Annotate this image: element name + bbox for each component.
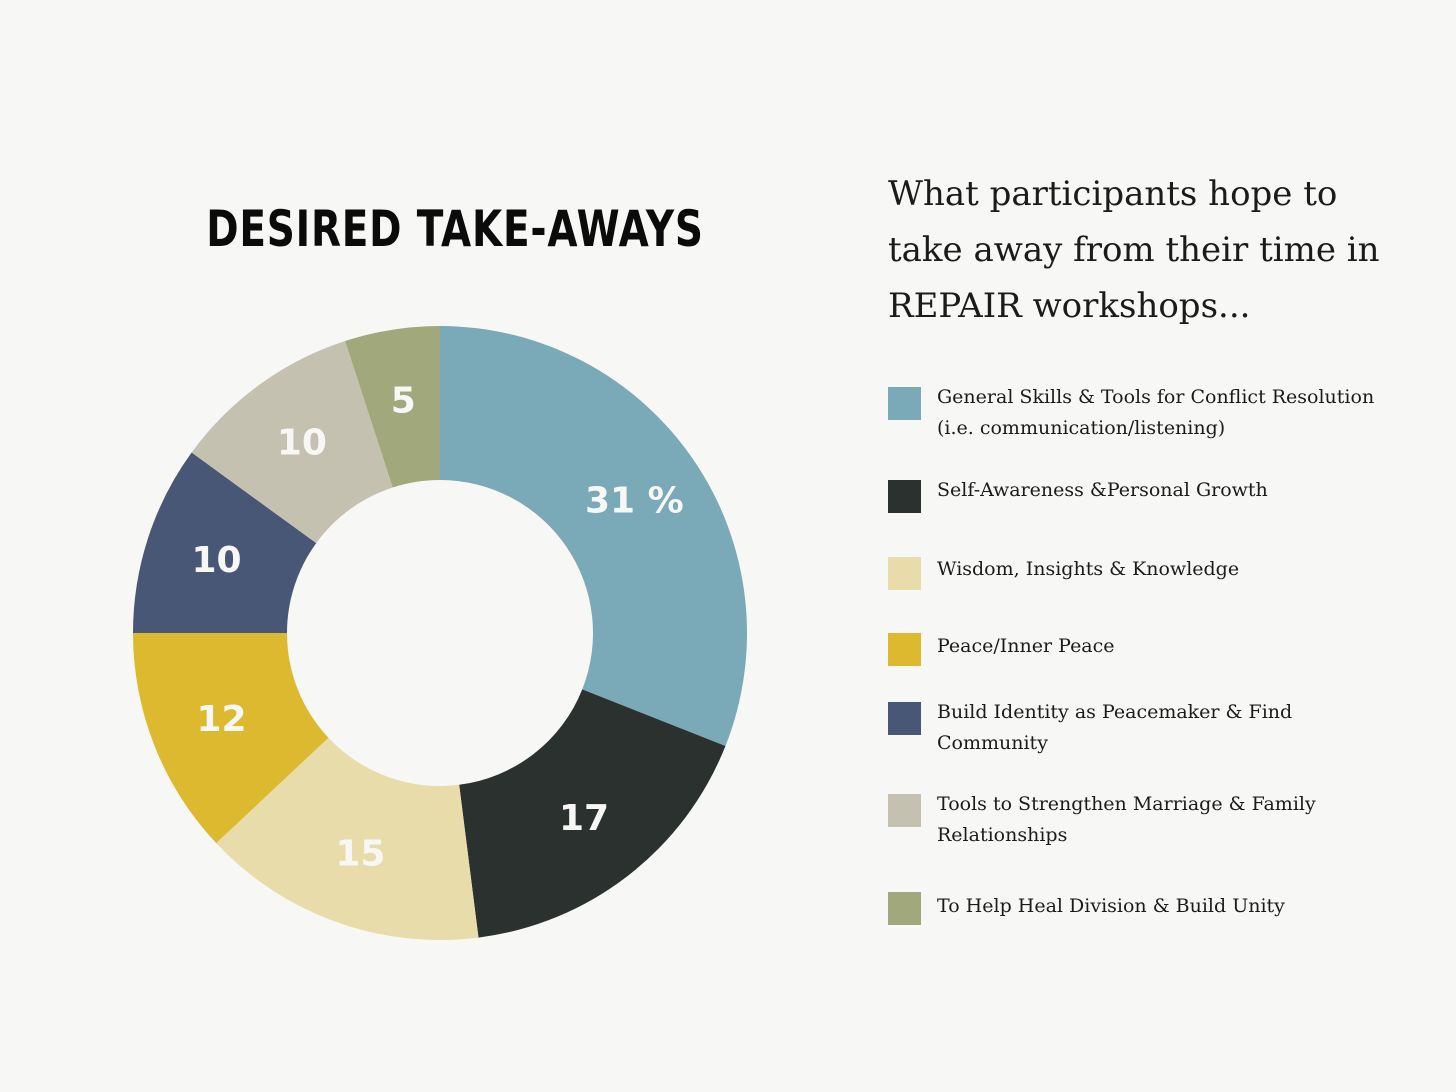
donut-slice-6 <box>191 341 393 544</box>
legend-item-4: Peace/Inner Peace <box>888 629 1388 699</box>
donut-slice-1 <box>440 326 748 747</box>
legend-label-3: Wisdom, Insights & Knowledge <box>937 558 1240 580</box>
slice-data-label-2: 17 <box>559 798 609 839</box>
slice-data-label-3: 15 <box>335 834 385 875</box>
legend-item-3: Wisdom, Insights & Knowledge <box>888 553 1388 623</box>
chart-subtitle: What participants hope to take away from… <box>888 174 1380 326</box>
donut-chart: 31 % 17 15 12 10 10 5 <box>133 326 748 940</box>
slice-data-label-1: 31 % <box>585 480 684 521</box>
legend-label-6: Tools to Strengthen Marriage & Family Re… <box>937 793 1316 846</box>
legend-label-5: Build Identity as Peacemaker & Find Comm… <box>937 701 1293 754</box>
legend-label-2: Self-Awareness &Personal Growth <box>937 479 1268 501</box>
slice-data-label-4: 12 <box>196 699 246 740</box>
slice-data-label-5: 10 <box>191 540 241 581</box>
legend-swatch-4 <box>888 633 921 666</box>
legend-label-4: Peace/Inner Peace <box>937 635 1115 657</box>
legend-swatch-3 <box>888 557 921 590</box>
legend-swatch-2 <box>888 480 921 513</box>
donut-slice-4 <box>133 633 329 844</box>
legend-item-2: Self-Awareness &Personal Growth <box>888 476 1388 546</box>
legend-label-1: General Skills & Tools for Conflict Reso… <box>937 386 1375 439</box>
legend-label-7: To Help Heal Division & Build Unity <box>937 895 1285 917</box>
chart-title: DESIRED TAKE-AWAYS <box>206 200 704 258</box>
legend-swatch-5 <box>888 702 921 735</box>
donut-slice-3 <box>216 737 479 940</box>
donut-slice-7 <box>345 326 440 488</box>
donut-slice-5 <box>133 452 317 633</box>
legend-swatch-6 <box>888 794 921 827</box>
legend-item-5: Build Identity as Peacemaker & Find Comm… <box>888 698 1388 768</box>
legend-item-1: General Skills & Tools for Conflict Reso… <box>888 383 1388 453</box>
legend-swatch-7 <box>888 892 921 925</box>
legend-item-6: Tools to Strengthen Marriage & Family Re… <box>888 790 1388 860</box>
slice-data-label-7: 5 <box>391 380 416 421</box>
slice-data-label-6: 10 <box>277 422 327 463</box>
legend-item-7: To Help Heal Division & Build Unity <box>888 888 1388 958</box>
legend-swatch-1 <box>888 387 921 420</box>
donut-slice-2 <box>459 689 726 938</box>
